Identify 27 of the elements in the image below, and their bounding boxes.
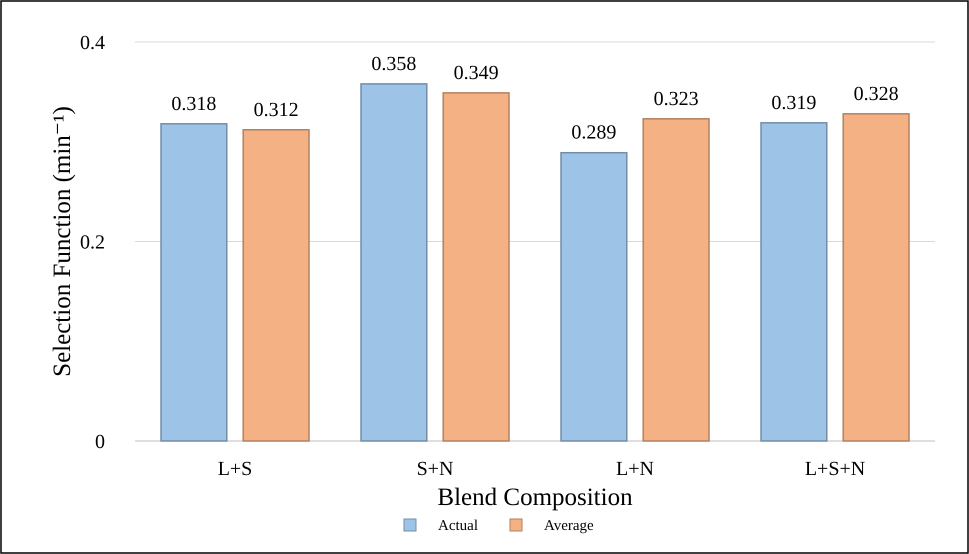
- x-tick-label: S+N: [416, 458, 454, 480]
- bar: [442, 92, 510, 442]
- x-tick-label: L+S+N: [804, 458, 866, 480]
- bar: [360, 83, 428, 442]
- y-tick-label: 0.4: [80, 32, 105, 54]
- data-label: 0.349: [454, 62, 499, 84]
- bar: [842, 113, 910, 442]
- data-label: 0.358: [371, 52, 416, 75]
- y-tick-label: 0.2: [80, 232, 105, 254]
- bar: [242, 129, 310, 442]
- x-tick-label: L+S: [218, 458, 252, 480]
- legend-label: Actual: [438, 518, 478, 534]
- y-tick-label: 0: [95, 431, 105, 453]
- data-label: 0.319: [771, 92, 816, 114]
- bar: [760, 122, 828, 442]
- bar: [560, 152, 628, 442]
- legend-label: Average: [544, 518, 594, 534]
- x-axis-title: Blend Composition: [437, 484, 634, 511]
- bar: [160, 123, 228, 442]
- data-label: 0.328: [854, 82, 899, 105]
- data-label: 0.312: [254, 98, 299, 121]
- data-label: 0.289: [571, 122, 616, 144]
- data-label: 0.318: [171, 92, 216, 115]
- bar: [642, 118, 710, 442]
- y-axis-title: Selection Function (min⁻¹): [49, 106, 76, 377]
- data-label: 0.323: [654, 88, 699, 110]
- x-tick-label: L+N: [616, 458, 654, 480]
